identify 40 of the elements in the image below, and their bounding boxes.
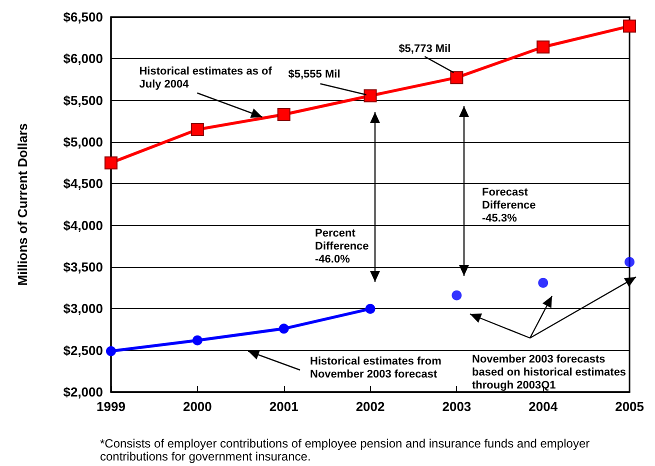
x-tick-label: 2002 xyxy=(356,399,385,414)
annotation: Historical estimates from November 2003 forecast xyxy=(310,356,442,380)
x-tick-label: 2001 xyxy=(269,399,298,414)
point xyxy=(192,335,202,346)
y-tick-label: $6,000 xyxy=(63,51,103,66)
y-tick-label: $2,500 xyxy=(63,342,103,358)
annotation: $5,555 Mil xyxy=(288,68,340,80)
point xyxy=(452,290,462,300)
x-tick-label: 2003 xyxy=(442,399,472,414)
y-tick-label: $5,500 xyxy=(63,92,103,108)
point xyxy=(104,156,118,170)
annotation: Historical estimates as of July 2004 xyxy=(139,66,272,90)
point xyxy=(623,20,636,33)
y-tick-label: $4,500 xyxy=(63,176,103,192)
point xyxy=(538,278,548,288)
annotation: November 2003 forecasts based on historical estimates through 2003Q1 xyxy=(472,354,626,392)
point xyxy=(450,71,464,84)
annotation: Percent Difference -46.0% xyxy=(315,228,369,266)
point xyxy=(190,123,204,136)
point xyxy=(278,324,289,334)
point xyxy=(624,257,635,267)
annotation: $5,773 Mil xyxy=(398,43,451,56)
point xyxy=(106,346,116,356)
annotation: Forecast Difference -45.3% xyxy=(482,186,536,224)
x-tick-label: 2004 xyxy=(528,399,558,414)
y-tick-label: $3,000 xyxy=(63,301,103,316)
y-tick-label: $4,000 xyxy=(63,218,103,233)
y-tick-label: $5,000 xyxy=(63,134,103,150)
point xyxy=(364,89,377,102)
point xyxy=(365,304,376,314)
x-tick-label: 2000 xyxy=(182,399,212,414)
y-tick-label: $3,500 xyxy=(63,260,103,274)
y-axis-title: Millions of Current Dollars xyxy=(15,123,30,286)
point xyxy=(277,108,290,121)
x-tick-label: 2005 xyxy=(615,399,644,414)
text: *Consists of employer contributions of employee pension and insurance funds and employer contributions for government insurance. xyxy=(100,436,593,464)
y-tick-label: $6,500 xyxy=(63,10,103,24)
x-tick-label: 1999 xyxy=(96,399,126,414)
point xyxy=(536,40,550,54)
y-tick-label: $2,000 xyxy=(63,384,103,400)
